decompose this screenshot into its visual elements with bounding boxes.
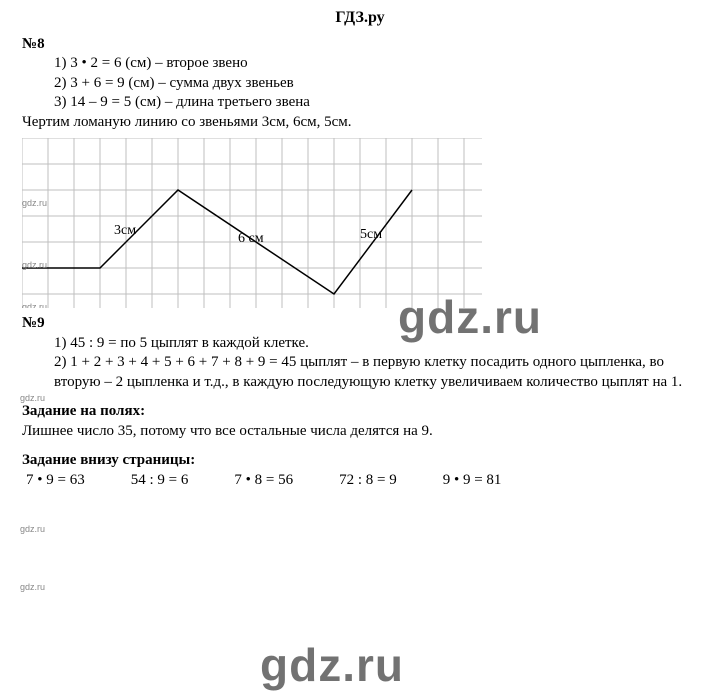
task9-line2: 2) 1 + 2 + 3 + 4 + 5 + 6 + 7 + 8 + 9 = 4… [22, 353, 698, 392]
watermark-big-2: gdz.ru [260, 636, 404, 696]
svg-text:3см: 3см [114, 223, 136, 238]
page-title: ГДЗ.ру [22, 8, 698, 29]
svg-text:gdz.ru: gdz.ru [22, 260, 47, 270]
svg-text:5см: 5см [360, 227, 382, 242]
svg-text:6 см: 6 см [238, 231, 264, 246]
bottom-task-title: Задание внизу страницы: [22, 451, 698, 471]
task8-line3: 3) 14 – 9 = 5 (см) – длина третьего звен… [22, 93, 698, 113]
eq-4: 72 : 8 = 9 [339, 471, 397, 491]
eq-1: 7 • 9 = 63 [26, 471, 85, 491]
task8-title: №8 [22, 35, 698, 55]
watermark-small-2: gdz.ru [20, 524, 45, 536]
margin-task-text: Лишнее число 35, потому что все остальны… [22, 422, 698, 442]
svg-text:gdz.ru: gdz.ru [22, 198, 47, 208]
task8-line2: 2) 3 + 6 = 9 (см) – сумма двух звеньев [22, 74, 698, 94]
polyline-diagram: 3см 6 см 5см gdz.ru gdz.ru gdz.ru [22, 138, 482, 308]
task8-note: Чертим ломаную линию со звеньями 3см, 6с… [22, 113, 698, 133]
task8-line1: 1) 3 • 2 = 6 (см) – второе звено [22, 54, 698, 74]
equation-row: 7 • 9 = 63 54 : 9 = 6 7 • 8 = 56 72 : 8 … [22, 471, 698, 491]
margin-task-title: Задание на полях: [22, 402, 698, 422]
task9-line1: 1) 45 : 9 = по 5 цыплят в каждой клетке. [22, 334, 698, 354]
svg-text:gdz.ru: gdz.ru [22, 302, 47, 308]
task9-title: №9 [22, 314, 698, 334]
watermark-small-3: gdz.ru [20, 582, 45, 594]
eq-3: 7 • 8 = 56 [234, 471, 293, 491]
diagram-svg: 3см 6 см 5см gdz.ru gdz.ru gdz.ru [22, 138, 482, 308]
eq-5: 9 • 9 = 81 [443, 471, 502, 491]
eq-2: 54 : 9 = 6 [131, 471, 189, 491]
